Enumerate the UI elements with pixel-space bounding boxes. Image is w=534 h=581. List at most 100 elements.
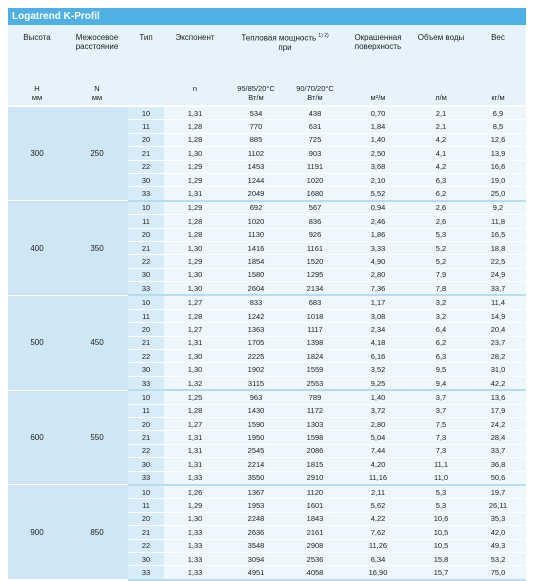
value-cell: 2553 xyxy=(286,376,344,392)
value-cell: 903 xyxy=(286,146,344,161)
value-cell: 1,26 xyxy=(164,484,226,500)
value-cell: 789 xyxy=(286,390,344,405)
value-cell: 4,1 xyxy=(412,146,470,161)
type-cell: 22 xyxy=(128,254,164,269)
type-cell: 10 xyxy=(128,484,164,500)
value-cell: 3094 xyxy=(226,552,286,567)
value-cell: 42,2 xyxy=(470,376,526,392)
header: Тип xyxy=(139,33,153,42)
value-cell: 13,6 xyxy=(470,390,526,405)
value-cell: 631 xyxy=(286,119,344,134)
value-cell: 10,5 xyxy=(412,539,470,553)
value-cell: 9,5 xyxy=(412,362,470,377)
value-cell: 1242 xyxy=(226,309,286,324)
value-cell: 33,7 xyxy=(470,444,526,459)
value-cell: 5,2 xyxy=(412,241,470,256)
value-cell: 1950 xyxy=(226,430,286,445)
header-cell: Экспонент xyxy=(164,25,226,79)
value-cell: 26,11 xyxy=(470,498,526,513)
value-cell: 31,0 xyxy=(470,362,526,377)
table-row: 11 1,29 1953 1601 5,62 5,3 26,11 xyxy=(8,498,526,513)
value-cell: 16,6 xyxy=(470,160,526,174)
value-cell: 19,0 xyxy=(470,173,526,188)
value-cell: 4951 xyxy=(226,565,286,581)
value-cell: 53,2 xyxy=(470,552,526,567)
value-cell: 35,3 xyxy=(470,512,526,527)
value-cell: 2,1 xyxy=(412,106,470,121)
type-cell: 11 xyxy=(128,119,164,134)
value-cell: 6,16 xyxy=(344,349,412,364)
unit: л/м xyxy=(412,93,470,107)
table: Высота Межосевое расстояние Тип Экспонен… xyxy=(8,25,526,581)
table-row: 11 1,28 770 631 1,84 2,1 8,5 xyxy=(8,119,526,134)
value-cell: 1,40 xyxy=(344,133,412,148)
value-cell: 75,0 xyxy=(470,565,526,581)
table-row: 21 1,30 1102 903 2,50 4,1 13,9 xyxy=(8,146,526,161)
value-cell: 1,30 xyxy=(164,362,226,377)
header-cell xyxy=(128,79,164,93)
value-cell: 2214 xyxy=(226,457,286,472)
value-cell: 1020 xyxy=(286,173,344,188)
value-cell: 2,6 xyxy=(412,214,470,229)
type-cell: 30 xyxy=(128,552,164,567)
value-cell: 1,32 xyxy=(164,376,226,392)
value-cell: 1,17 xyxy=(344,295,412,310)
value-cell: 1,31 xyxy=(164,430,226,445)
value-cell: 5,52 xyxy=(344,186,412,202)
value-cell: 7,5 xyxy=(412,417,470,432)
value-cell: 1130 xyxy=(226,228,286,242)
type-cell: 20 xyxy=(128,322,164,337)
value-cell: 1,30 xyxy=(164,349,226,364)
footnote: 1) 2) xyxy=(318,33,329,39)
value-cell: 1172 xyxy=(286,404,344,418)
value-cell: 1,29 xyxy=(164,160,226,174)
spacing-cell: 850 xyxy=(66,484,128,581)
header: Высота xyxy=(23,33,51,42)
value-cell: 9,4 xyxy=(412,376,470,392)
value-cell: 1824 xyxy=(286,349,344,364)
value-cell: 1,28 xyxy=(164,228,226,242)
header-cell: Вес xyxy=(470,25,526,79)
type-cell: 21 xyxy=(128,146,164,161)
height-cell: 600 xyxy=(8,390,66,486)
value-cell: 3,7 xyxy=(412,404,470,418)
value-cell: 4,2 xyxy=(412,160,470,174)
value-cell: 1363 xyxy=(226,322,286,337)
value-cell: 926 xyxy=(286,228,344,242)
value-cell: 963 xyxy=(226,390,286,405)
value-cell: 5,2 xyxy=(412,254,470,269)
value-cell: 2,50 xyxy=(344,146,412,161)
value-cell: 1,84 xyxy=(344,119,412,134)
table-row: 30 1,30 1902 1559 3,52 9,5 31,0 xyxy=(8,362,526,377)
value-cell: 1,33 xyxy=(164,552,226,567)
table-row: 20 1,30 2248 1843 4,22 10,6 35,3 xyxy=(8,512,526,527)
value-cell: 2910 xyxy=(286,471,344,486)
type-cell: 20 xyxy=(128,417,164,432)
value-cell: 11,4 xyxy=(470,295,526,310)
value-cell: 4058 xyxy=(286,565,344,581)
value-cell: 4,90 xyxy=(344,254,412,269)
value-cell: 770 xyxy=(226,119,286,134)
table-row: 22 1,29 1854 1520 4,90 5,2 22,5 xyxy=(8,254,526,269)
value-cell: 11,0 xyxy=(412,471,470,486)
header: H xyxy=(8,79,66,93)
table-row: 30 1,30 1580 1295 2,80 7,9 24,9 xyxy=(8,268,526,283)
value-cell: 567 xyxy=(286,200,344,216)
value-cell: 1,29 xyxy=(164,200,226,216)
value-cell: 1,25 xyxy=(164,390,226,405)
table-row: 33 1,30 2604 2134 7,36 7,8 33,7 xyxy=(8,281,526,297)
value-cell: 3,72 xyxy=(344,404,412,418)
spacing-cell: 350 xyxy=(66,200,128,296)
type-cell: 21 xyxy=(128,430,164,445)
value-cell: 1,27 xyxy=(164,322,226,337)
value-cell: 1,33 xyxy=(164,565,226,581)
value-cell: 5,62 xyxy=(344,498,412,513)
value-cell: 7,3 xyxy=(412,444,470,459)
value-cell: 725 xyxy=(286,133,344,148)
type-cell: 33 xyxy=(128,376,164,392)
value-cell: 2134 xyxy=(286,281,344,297)
type-cell: 11 xyxy=(128,498,164,513)
value-cell: 1,28 xyxy=(164,133,226,148)
value-cell: 1295 xyxy=(286,268,344,283)
